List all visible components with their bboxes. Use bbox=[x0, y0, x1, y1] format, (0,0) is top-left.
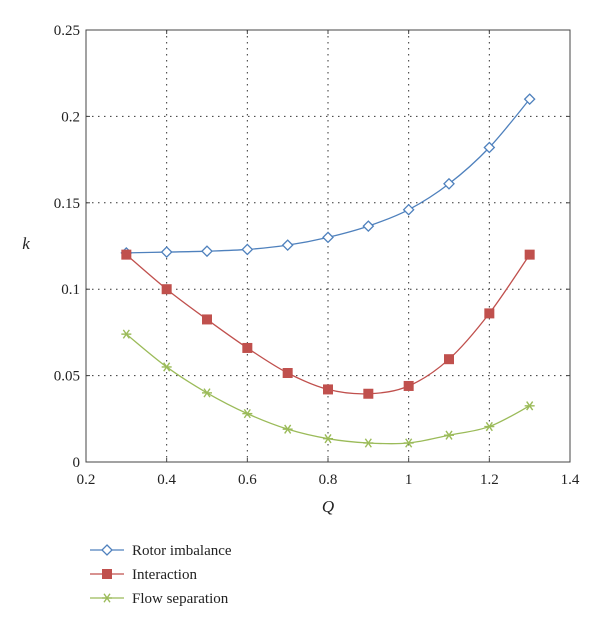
data-point-flow-separation bbox=[161, 362, 172, 372]
legend-label-interaction: Interaction bbox=[132, 567, 197, 583]
data-point-flow-separation bbox=[323, 434, 333, 444]
data-point-flow-separation bbox=[282, 424, 293, 434]
data-point-rotor-imbalance bbox=[322, 231, 334, 244]
y-tick-label: 0 bbox=[73, 455, 81, 471]
data-point-flow-separation bbox=[444, 430, 454, 440]
data-point-flow-separation bbox=[202, 388, 212, 398]
data-point-interaction bbox=[484, 308, 495, 319]
legend-marker-flow-separation-stroke bbox=[103, 593, 111, 603]
data-point-rotor-imbalance bbox=[362, 220, 375, 233]
data-point-interaction bbox=[161, 284, 172, 295]
data-point-rotor-imbalance bbox=[241, 243, 254, 256]
data-point-rotor-imbalance bbox=[201, 245, 213, 258]
series-group bbox=[120, 93, 536, 448]
x-tick-label: 0.6 bbox=[238, 472, 257, 488]
x-axis-label: Q bbox=[322, 497, 334, 516]
data-point-flow-separation-stroke bbox=[485, 421, 493, 432]
data-point-interaction bbox=[524, 249, 535, 260]
legend-marker-flow-separation bbox=[102, 593, 112, 603]
data-point-rotor-imbalance bbox=[281, 239, 294, 252]
y-tick-label: 0.2 bbox=[61, 109, 80, 125]
data-point-flow-separation-stroke bbox=[324, 434, 332, 444]
data-point-flow-separation bbox=[403, 438, 414, 448]
data-point-interaction bbox=[403, 380, 414, 391]
x-tick-label: 0.8 bbox=[319, 472, 338, 488]
x-tick-label: 0.4 bbox=[157, 472, 176, 488]
legend-marker-rotor-imbalance bbox=[101, 544, 113, 556]
data-point-flow-separation bbox=[363, 438, 374, 448]
data-point-flow-separation-stroke bbox=[364, 438, 372, 448]
data-point-flow-separation-stroke bbox=[243, 408, 251, 419]
data-point-interaction bbox=[323, 384, 333, 395]
data-point-flow-separation bbox=[524, 401, 535, 411]
data-point-rotor-imbalance bbox=[483, 141, 496, 154]
x-tick-label: 0.2 bbox=[77, 472, 96, 488]
data-point-rotor-imbalance bbox=[523, 93, 536, 106]
data-point-interaction bbox=[363, 388, 374, 399]
legend-item-interaction: Interaction bbox=[90, 567, 197, 583]
legend-item-rotor-imbalance: Rotor imbalance bbox=[90, 543, 232, 559]
y-tick-label: 0.15 bbox=[54, 196, 80, 212]
x-tick-label: 1.4 bbox=[561, 472, 580, 488]
data-point-flow-separation bbox=[121, 329, 132, 339]
data-point-interaction bbox=[202, 314, 212, 325]
legend-label-rotor-imbalance: Rotor imbalance bbox=[132, 543, 232, 559]
data-point-flow-separation-stroke bbox=[203, 388, 211, 398]
grid-lines bbox=[86, 30, 570, 462]
series-flow-separation bbox=[121, 329, 535, 448]
y-tick-label: 0.05 bbox=[54, 369, 80, 385]
y-tick-label: 0.25 bbox=[54, 23, 80, 39]
data-point-interaction bbox=[282, 368, 293, 379]
data-point-interaction bbox=[121, 249, 132, 260]
legend-marker-interaction bbox=[102, 569, 112, 579]
data-point-flow-separation-stroke bbox=[122, 329, 130, 339]
x-axis-ticks: 0.2 0.4 0.6 0.8 1 1.2 1.4 bbox=[77, 30, 580, 488]
data-point-rotor-imbalance bbox=[160, 246, 173, 258]
x-tick-label: 1 bbox=[405, 472, 413, 488]
data-point-flow-separation-stroke bbox=[163, 362, 171, 372]
series-rotor-imbalance bbox=[120, 93, 536, 259]
data-point-flow-separation-stroke bbox=[405, 438, 413, 448]
y-axis-ticks: 0 0.05 0.1 0.15 0.2 0.25 bbox=[54, 23, 570, 471]
y-axis-label: k bbox=[22, 234, 30, 253]
data-point-flow-separation-stroke bbox=[284, 424, 292, 434]
x-tick-label: 1.2 bbox=[480, 472, 499, 488]
legend-label-flow-separation: Flow separation bbox=[132, 591, 229, 607]
y-tick-label: 0.1 bbox=[61, 282, 80, 298]
legend: Rotor imbalance Interaction Flow separatio… bbox=[90, 543, 232, 607]
data-point-flow-separation-stroke bbox=[445, 430, 453, 440]
data-point-flow-separation bbox=[242, 408, 253, 419]
data-point-flow-separation-stroke bbox=[526, 401, 534, 411]
data-point-rotor-imbalance bbox=[402, 203, 415, 216]
data-point-rotor-imbalance bbox=[443, 177, 455, 190]
data-point-interaction bbox=[242, 342, 253, 353]
series-line-rotor-imbalance bbox=[126, 98, 531, 254]
data-point-interaction bbox=[444, 354, 454, 365]
legend-item-flow-separation: Flow separation bbox=[90, 591, 229, 607]
data-point-flow-separation bbox=[484, 421, 495, 432]
series-interaction bbox=[121, 249, 535, 399]
